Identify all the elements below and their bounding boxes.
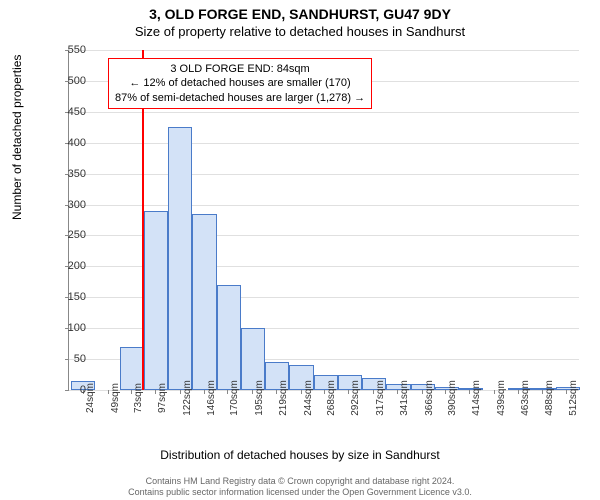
- footer-line2: Contains public sector information licen…: [0, 487, 600, 498]
- annotation-line1: 3 OLD FORGE END: 84sqm: [115, 62, 365, 76]
- ytick-label: 150: [46, 291, 86, 303]
- xtick-mark: [422, 390, 423, 394]
- xtick-label: 146sqm: [206, 380, 217, 416]
- ytick-label: 0: [46, 384, 86, 396]
- annotation-box: 3 OLD FORGE END: 84sqm ← 12% of detached…: [108, 58, 372, 109]
- xtick-mark: [494, 390, 495, 394]
- histogram-bar: [192, 214, 216, 390]
- xtick-mark: [108, 390, 109, 394]
- ytick-label: 350: [46, 168, 86, 180]
- xtick-mark: [204, 390, 205, 394]
- xtick-mark: [566, 390, 567, 394]
- ytick-label: 300: [46, 199, 86, 211]
- x-axis-label: Distribution of detached houses by size …: [0, 448, 600, 462]
- gridline: [69, 143, 579, 144]
- footer-line1: Contains HM Land Registry data © Crown c…: [0, 476, 600, 487]
- xtick-label: 341sqm: [399, 380, 410, 416]
- xtick-mark: [469, 390, 470, 394]
- xtick-label: 317sqm: [375, 380, 386, 416]
- xtick-label: 463sqm: [520, 380, 531, 416]
- xtick-label: 292sqm: [350, 380, 361, 416]
- histogram-bar: [168, 127, 192, 390]
- xtick-label: 73sqm: [133, 383, 144, 413]
- ytick-label: 100: [46, 322, 86, 334]
- footer-attribution: Contains HM Land Registry data © Crown c…: [0, 476, 600, 498]
- xtick-mark: [276, 390, 277, 394]
- histogram-bar: [217, 285, 241, 390]
- gridline: [69, 205, 579, 206]
- xtick-label: 390sqm: [447, 380, 458, 416]
- histogram-bar: [144, 211, 168, 390]
- xtick-label: 24sqm: [85, 383, 96, 413]
- xtick-label: 97sqm: [157, 383, 168, 413]
- xtick-label: 439sqm: [496, 380, 507, 416]
- xtick-mark: [180, 390, 181, 394]
- xtick-label: 170sqm: [229, 380, 240, 416]
- xtick-label: 488sqm: [544, 380, 555, 416]
- chart-subtitle: Size of property relative to detached ho…: [0, 22, 600, 39]
- gridline: [69, 174, 579, 175]
- ytick-label: 500: [46, 75, 86, 87]
- xtick-label: 244sqm: [303, 380, 314, 416]
- ytick-label: 200: [46, 260, 86, 272]
- chart-title: 3, OLD FORGE END, SANDHURST, GU47 9DY: [0, 0, 600, 22]
- xtick-label: 414sqm: [471, 380, 482, 416]
- xtick-label: 122sqm: [182, 380, 193, 416]
- xtick-label: 268sqm: [326, 380, 337, 416]
- xtick-mark: [518, 390, 519, 394]
- chart-container: 3, OLD FORGE END, SANDHURST, GU47 9DY Si…: [0, 0, 600, 500]
- xtick-label: 49sqm: [110, 383, 121, 413]
- ytick-label: 50: [46, 353, 86, 365]
- y-axis-label: Number of detached properties: [10, 55, 24, 220]
- xtick-mark: [397, 390, 398, 394]
- xtick-label: 366sqm: [424, 380, 435, 416]
- ytick-label: 400: [46, 137, 86, 149]
- ytick-label: 550: [46, 44, 86, 56]
- annotation-line2: ← 12% of detached houses are smaller (17…: [115, 76, 365, 90]
- annotation-line3: 87% of semi-detached houses are larger (…: [115, 91, 365, 105]
- xtick-label: 512sqm: [568, 380, 579, 416]
- xtick-mark: [373, 390, 374, 394]
- xtick-label: 219sqm: [278, 380, 289, 416]
- xtick-mark: [155, 390, 156, 394]
- xtick-mark: [301, 390, 302, 394]
- gridline: [69, 112, 579, 113]
- xtick-label: 195sqm: [254, 380, 265, 416]
- gridline: [69, 50, 579, 51]
- ytick-label: 250: [46, 229, 86, 241]
- ytick-label: 450: [46, 106, 86, 118]
